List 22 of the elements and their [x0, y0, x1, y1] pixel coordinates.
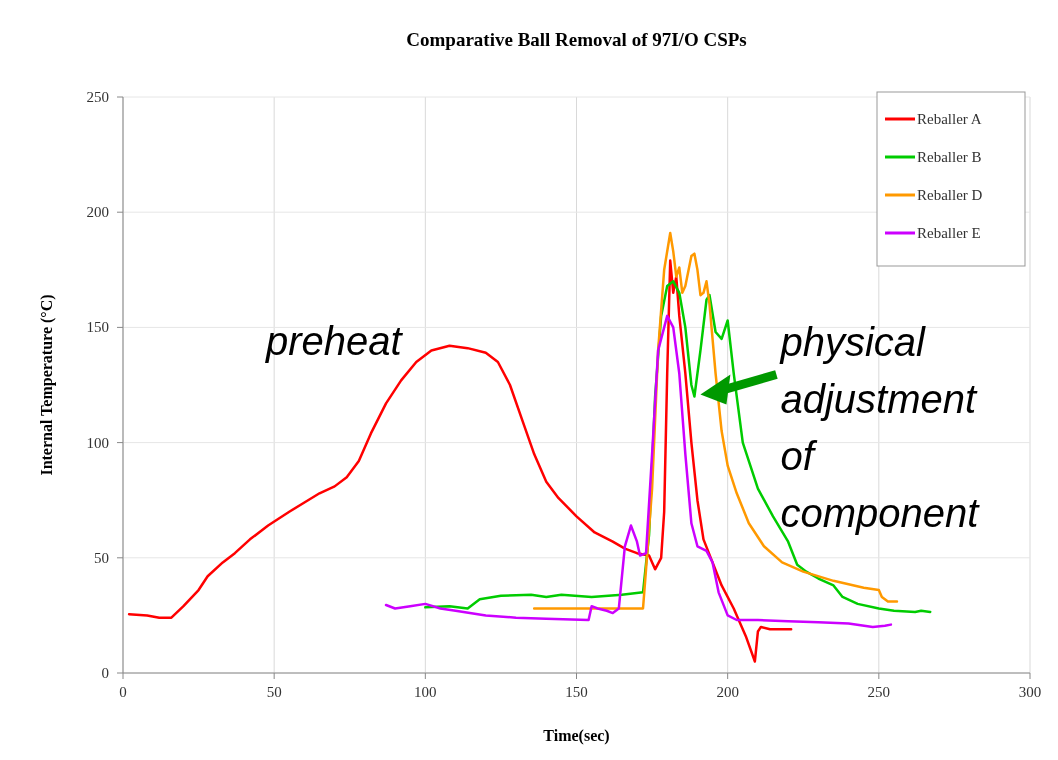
annotation: physical adjustment of component	[779, 319, 981, 535]
x-tick-label: 100	[414, 684, 437, 700]
legend-label: Reballer A	[917, 111, 982, 127]
x-tick-label: 250	[867, 684, 891, 700]
y-tick-label: 0	[101, 665, 109, 681]
legend-label: Reballer E	[917, 225, 981, 241]
x-tick-label: 0	[119, 684, 127, 700]
y-tick-label: 250	[86, 89, 109, 105]
y-tick-label: 150	[86, 319, 109, 336]
x-tick-label: 50	[266, 684, 282, 700]
legend-label: Reballer D	[917, 187, 983, 203]
legend-label: Reballer B	[917, 149, 982, 165]
x-tick-label: 300	[1018, 684, 1042, 700]
y-tick-label: 50	[94, 549, 109, 566]
annotation: preheat	[265, 319, 404, 363]
y-tick-label: 100	[86, 434, 109, 451]
chart-title: Comparative Ball Removal of 97I/O CSPs	[406, 29, 747, 50]
x-axis-title: Time(sec)	[543, 727, 610, 745]
x-tick-label: 200	[716, 684, 739, 700]
x-tick-label: 150	[565, 684, 588, 700]
y-tick-label: 200	[86, 204, 109, 221]
y-axis-title: Internal Temperature (°C)	[38, 294, 56, 476]
